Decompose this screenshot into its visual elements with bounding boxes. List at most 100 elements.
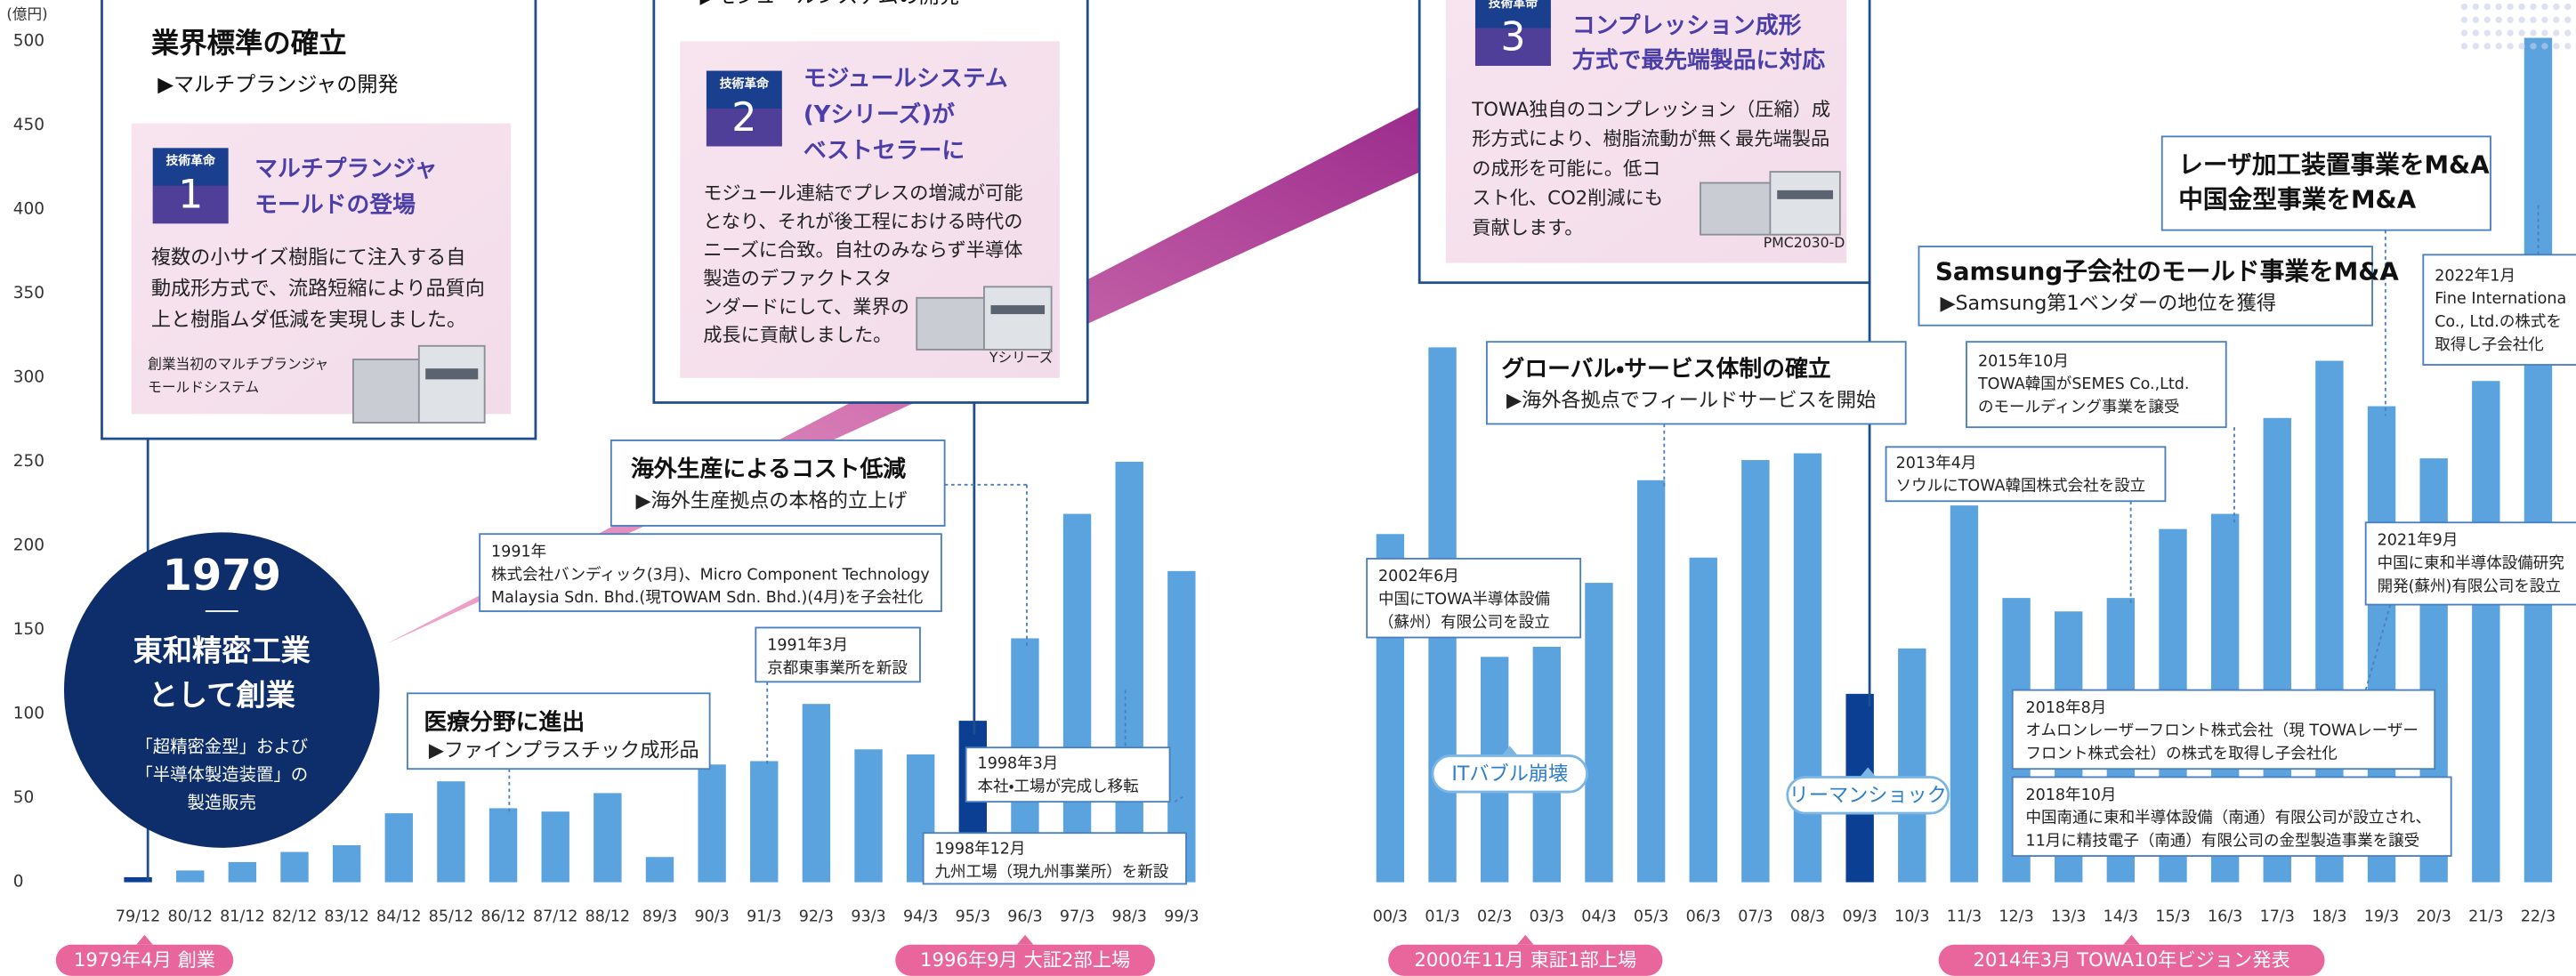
annotation-text: フロント株式会社）の株式を取得し子会社化 [2025,746,2337,763]
tech-subheading: ▶マルチプランジャの開発 [157,74,398,97]
tech-body: ンダードにして、業界の [703,296,909,319]
decor-dot [2541,17,2548,23]
tech-heading: 業界標準の確立 [151,27,347,60]
bar [1116,462,1143,883]
badge-label: 技術革命 [720,76,770,91]
decor-dot [2461,17,2467,23]
unit-label: (億円) [6,5,47,22]
founding-name: として創業 [149,677,296,712]
decor-dot [2530,17,2536,23]
x-tick-label: 10/3 [1894,907,1929,925]
annotation-text: ▶海外各拠点でフィールドサービスを開始 [1506,389,1876,412]
annotation-title: 医療分野に進出 [424,709,585,736]
x-tick-label: 84/12 [376,907,421,925]
decor-dot [2496,4,2502,10]
tech-body: スト化、CO2削減にも [1472,188,1663,210]
machine-image [917,298,990,350]
x-tick-label: 09/3 [1842,907,1877,925]
x-tick-label: 88/12 [585,907,630,925]
x-tick-label: 07/3 [1738,907,1773,925]
decor-dot [2461,29,2467,36]
y-tick-label: 450 [13,116,44,134]
event-label: リーマンショック [1789,784,1947,807]
decor-dot [2496,43,2502,49]
decor-dot [2473,43,2479,49]
tech-body: の成形を可能に。低コ [1472,157,1660,180]
x-tick-label: 86/12 [480,907,525,925]
decor-dot [2507,43,2513,49]
y-tick-label: 400 [13,199,44,218]
tech-body: 動成形方式で、流路短縮により品質向 [151,278,485,301]
x-tick-label: 17/3 [2260,907,2295,925]
decor-dot [2507,4,2513,10]
x-tick-label: 90/3 [694,907,729,925]
x-tick-label: 79/12 [116,907,160,925]
x-tick-label: 04/3 [1581,907,1616,925]
y-tick-label: 50 [13,788,34,807]
event-label: ITバブル崩壊 [1451,762,1568,786]
founding-name: 東和精密工業 [133,633,311,668]
annotation-text: 2022年1月 [2435,267,2515,285]
badge-number: 1 [178,173,203,218]
x-tick-label: 14/3 [2104,907,2138,925]
x-tick-label: 02/3 [1477,907,1512,925]
decor-dot [2484,29,2491,36]
annotation-text: 11月に精技電子（南通）有限公司の金型製造事業を譲受 [2025,832,2419,850]
tech-body: モジュール連結でプレスの増減が可能 [703,182,1022,205]
x-tick-label: 08/3 [1790,907,1825,925]
bar [489,808,517,882]
badge-number: 3 [1500,14,1525,60]
bar [750,761,778,882]
decor-dot [2507,29,2513,36]
annotation-text: 1998年12月 [935,841,1026,859]
annotation-text: 中国に東和半導体設備研究 [2378,554,2564,572]
tech-body: 製造のデファクトスタ [703,268,892,290]
x-tick-label: 93/3 [851,907,885,925]
bar [176,870,204,882]
annotation-text: Co., Ltd.の株式を [2435,313,2562,331]
y-tick-label: 350 [13,284,44,302]
annotation-text: Malaysia Sdn. Bhd.(現TOWAM Sdn. Bhd.)(4月)… [491,589,923,607]
decor-dot [2564,4,2571,10]
decor-dot [2564,43,2571,49]
tech-body: 成長に貢献しました。 [703,325,892,347]
annotation-text: 2021年9月 [2378,532,2459,550]
tech-title: マルチプランジャ [254,156,437,182]
decor-dot [2484,17,2491,23]
x-tick-label: 85/12 [429,907,473,925]
badge-label: 技術革命 [166,153,216,168]
annotation-text: 2018年10月 [2025,786,2116,804]
machine-image [353,359,425,423]
x-tick-label: 03/3 [1530,907,1564,925]
x-tick-label: 96/3 [1007,907,1042,925]
y-tick-label: 150 [13,620,44,639]
decor-dot [2553,43,2559,49]
founding-text: 「超精密金型」および [135,737,308,757]
decor-dot [2507,17,2513,23]
bar [1741,460,1769,883]
annotation-text: 1991年 [491,544,546,561]
annotation-text: Fine Internationa [2435,290,2566,308]
decor-dot [2553,4,2559,10]
annotation-text: 2015年10月 [1978,352,2069,370]
annotation-text: ▶Samsung第1ベンダーの地位を獲得 [1940,292,2276,315]
bar [1063,514,1091,883]
bar [646,857,674,882]
milestone-label: 2014年3月 TOWA10年ビジョン発表 [1973,949,2289,972]
x-tick-label: 00/3 [1373,907,1408,925]
machine-image [991,305,1046,314]
annotation-text: オムロンレーザーフロント株式会社（現 TOWAレーザー [2025,722,2418,740]
annotation-text: 中国南通に東和半導体設備（南通）有限公司が設立され、 [2025,810,2431,827]
x-tick-label: 21/3 [2468,907,2503,925]
chart: (億円) 05010015020025030035040045050079/12… [0,0,2576,976]
tech-title: (Yシリーズ)が [803,101,955,128]
milestone-label: 2000年11月 東証1部上場 [1414,949,1636,972]
x-tick-label: 16/3 [2208,907,2242,925]
y-tick-label: 300 [13,367,44,386]
x-tick-label: 91/3 [747,907,781,925]
bar [1950,505,1978,882]
annotation-text: 2018年8月 [2025,699,2106,717]
tech-subheading: ▶モジュールシステムの開発 [700,0,960,8]
tech-title: モールドの登場 [254,190,416,218]
tech-body: TOWA独自のコンプレッション（圧縮）成 [1471,99,1830,121]
